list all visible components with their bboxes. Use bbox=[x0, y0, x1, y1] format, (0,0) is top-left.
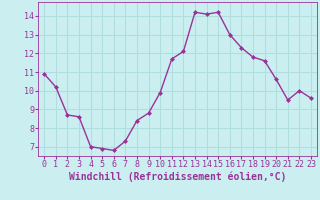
X-axis label: Windchill (Refroidissement éolien,°C): Windchill (Refroidissement éolien,°C) bbox=[69, 172, 286, 182]
